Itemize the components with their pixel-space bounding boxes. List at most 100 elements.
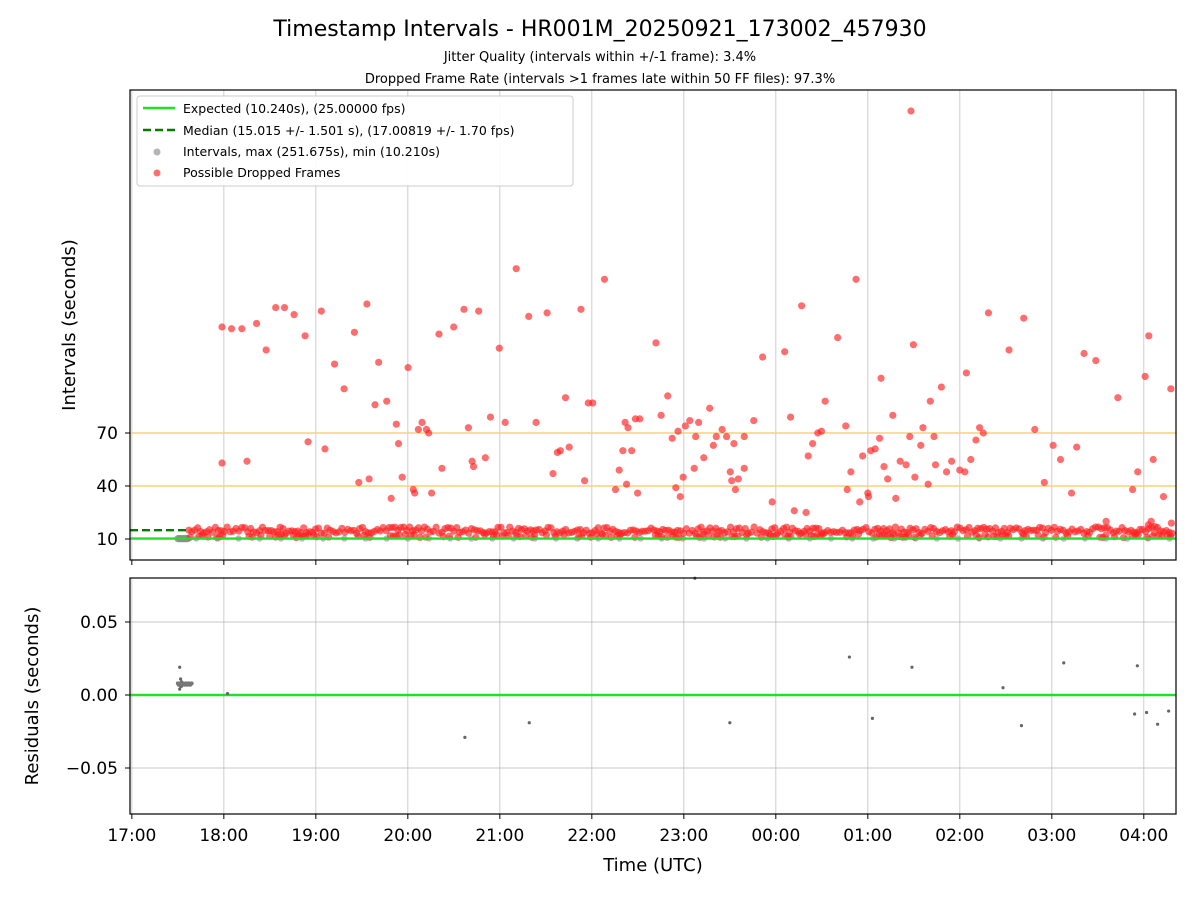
x-tick-label: 00:00	[751, 826, 800, 846]
x-tick-label: 02:00	[935, 826, 984, 846]
top-y-tick-label: 70	[96, 424, 118, 444]
dropped-frame-point	[880, 462, 888, 471]
top-y-tick-label: 40	[96, 477, 118, 497]
dropped-frame-point	[218, 459, 226, 467]
dropped-frame-point	[549, 470, 557, 478]
legend-swatch-dropped	[153, 169, 161, 177]
dropped-frame-point	[304, 438, 312, 446]
dropped-frame-point	[668, 434, 676, 442]
dropped-frame-point	[272, 303, 280, 312]
dropped-frame-point	[340, 385, 348, 393]
dropped-frame-point	[501, 418, 509, 426]
dropped-frame-point	[601, 531, 609, 540]
dropped-frame-point	[896, 457, 904, 465]
residual-point	[728, 721, 732, 725]
dropped-frame-point	[740, 432, 748, 441]
dropped-frame-point	[404, 364, 412, 372]
dropped-frame-point	[664, 392, 672, 400]
legend: Expected (10.240s), (25.00000 fps) Media…	[136, 95, 574, 187]
dropped-frame-point	[355, 478, 363, 487]
dropped-frame-point	[904, 531, 913, 539]
dropped-frame-point	[902, 461, 910, 469]
residual-point	[1167, 709, 1171, 713]
dropped-frame-point	[497, 523, 505, 531]
dropped-frame-point	[948, 457, 956, 465]
dropped-frame-point	[543, 309, 551, 317]
dropped-frame-point-max	[907, 107, 915, 115]
dropped-frame-point	[979, 429, 987, 437]
dropped-frame-point	[843, 485, 851, 494]
dropped-frame-point	[884, 475, 892, 483]
dropped-frame-point	[321, 445, 329, 453]
residual-point	[847, 655, 852, 659]
x-tick-label: 21:00	[475, 826, 524, 846]
dropped-frame-point	[852, 275, 860, 283]
dropped-frame-point	[1145, 332, 1153, 340]
dropped-frame-point	[262, 346, 270, 354]
legend-label-dropped: Possible Dropped Frames	[183, 165, 340, 180]
dropped-frame-point	[1134, 468, 1142, 476]
dropped-frame-point	[1040, 478, 1048, 487]
top-panel-y-ticks: 10 40 70	[96, 424, 130, 550]
dropped-frame-point	[842, 422, 850, 430]
dropped-frame-point	[692, 432, 700, 441]
dropped-frame-point	[834, 334, 842, 342]
top-panel-y-axis-label: Intervals (seconds)	[59, 239, 80, 411]
dropped-frame-point	[722, 432, 731, 441]
dropped-frame-point	[450, 323, 458, 331]
dropped-frame-point	[917, 441, 925, 449]
dropped-frame-point	[821, 397, 829, 405]
dropped-frame-point	[1080, 349, 1088, 358]
dropped-frame-point	[512, 265, 520, 273]
dropped-frame-point	[750, 523, 758, 531]
dropped-frame-point	[802, 508, 810, 517]
dropped-frame-point	[481, 454, 489, 462]
dropped-frame-point	[561, 394, 570, 402]
dropped-frame-point	[786, 413, 795, 421]
dropped-frame-point	[581, 477, 589, 485]
dropped-frame-point	[301, 332, 309, 340]
dropped-frame-point	[864, 493, 873, 501]
dropped-frame-point	[460, 305, 468, 313]
bottom-panel-y-axis-label: Residuals (seconds)	[22, 607, 43, 786]
dropped-frame-point	[695, 418, 703, 426]
legend-label-expected: Expected (10.240s), (25.00000 fps)	[183, 101, 405, 116]
dropped-frame-point	[942, 468, 951, 476]
dropped-frame-point	[633, 489, 642, 497]
dropped-frame-point	[365, 475, 373, 483]
dropped-frame-point	[877, 374, 885, 382]
dropped-frame-point	[1129, 485, 1137, 494]
dropped-frame-point	[280, 303, 289, 312]
dropped-frame-point	[1168, 529, 1176, 537]
dropped-frame-point	[435, 330, 443, 338]
dropped-frame-point	[759, 353, 767, 361]
dropped-frame-point	[594, 524, 602, 532]
dropped-frame-point	[1114, 394, 1122, 402]
dropped-frame-point	[891, 523, 900, 531]
dropped-frame-point	[798, 302, 806, 310]
dropped-frame-point	[1151, 523, 1159, 531]
dropped-frame-point	[1092, 356, 1100, 365]
bottom-panel-frame	[129, 577, 1177, 815]
dropped-frame-point	[565, 443, 573, 451]
dropped-frame-point	[730, 440, 738, 448]
bottom-panel-marks	[130, 576, 1176, 739]
dropped-frame-point	[621, 418, 629, 426]
dropped-frame-point	[227, 325, 236, 333]
dropped-frame-point	[924, 480, 932, 488]
dropped-frame-point	[542, 531, 551, 539]
dropped-frame-point	[712, 432, 720, 441]
dropped-frame-point	[532, 418, 540, 426]
residual-point	[870, 716, 875, 720]
chart-subtitle-dropped: Dropped Frame Rate (intervals >1 frames …	[365, 72, 835, 87]
residual-point	[1135, 664, 1139, 668]
dropped-frame-point	[768, 498, 776, 506]
dropped-frame-point	[492, 530, 501, 539]
dropped-frame-point	[238, 325, 246, 333]
dropped-frame-point	[525, 312, 533, 320]
dropped-frame-point	[1149, 455, 1157, 464]
dropped-frame-point	[622, 480, 631, 488]
dropped-frame-point	[636, 415, 644, 423]
residual-point	[1144, 710, 1149, 715]
